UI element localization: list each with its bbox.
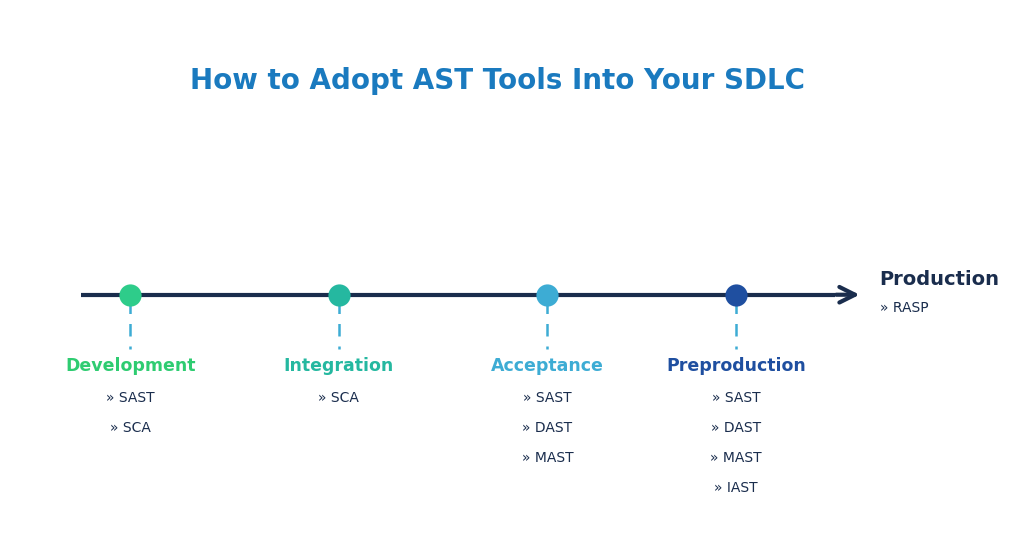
Text: » SAST: » SAST xyxy=(106,391,155,405)
Text: » SCA: » SCA xyxy=(110,422,151,435)
Text: How to Adopt AST Tools Into Your SDLC: How to Adopt AST Tools Into Your SDLC xyxy=(190,67,805,94)
Text: » SAST: » SAST xyxy=(523,391,571,405)
Text: » RASP: » RASP xyxy=(880,301,929,314)
Text: » MAST: » MAST xyxy=(711,451,762,465)
Text: Acceptance: Acceptance xyxy=(490,357,604,375)
Text: Preproduction: Preproduction xyxy=(666,357,806,375)
Text: Development: Development xyxy=(66,357,196,375)
Text: Production: Production xyxy=(880,270,999,289)
Text: » SAST: » SAST xyxy=(712,391,760,405)
Text: » MAST: » MAST xyxy=(521,451,573,465)
Text: » IAST: » IAST xyxy=(714,481,758,495)
Text: » DAST: » DAST xyxy=(522,422,572,435)
Text: » DAST: » DAST xyxy=(711,422,761,435)
Text: Integration: Integration xyxy=(284,357,394,375)
Text: » SCA: » SCA xyxy=(318,391,359,405)
